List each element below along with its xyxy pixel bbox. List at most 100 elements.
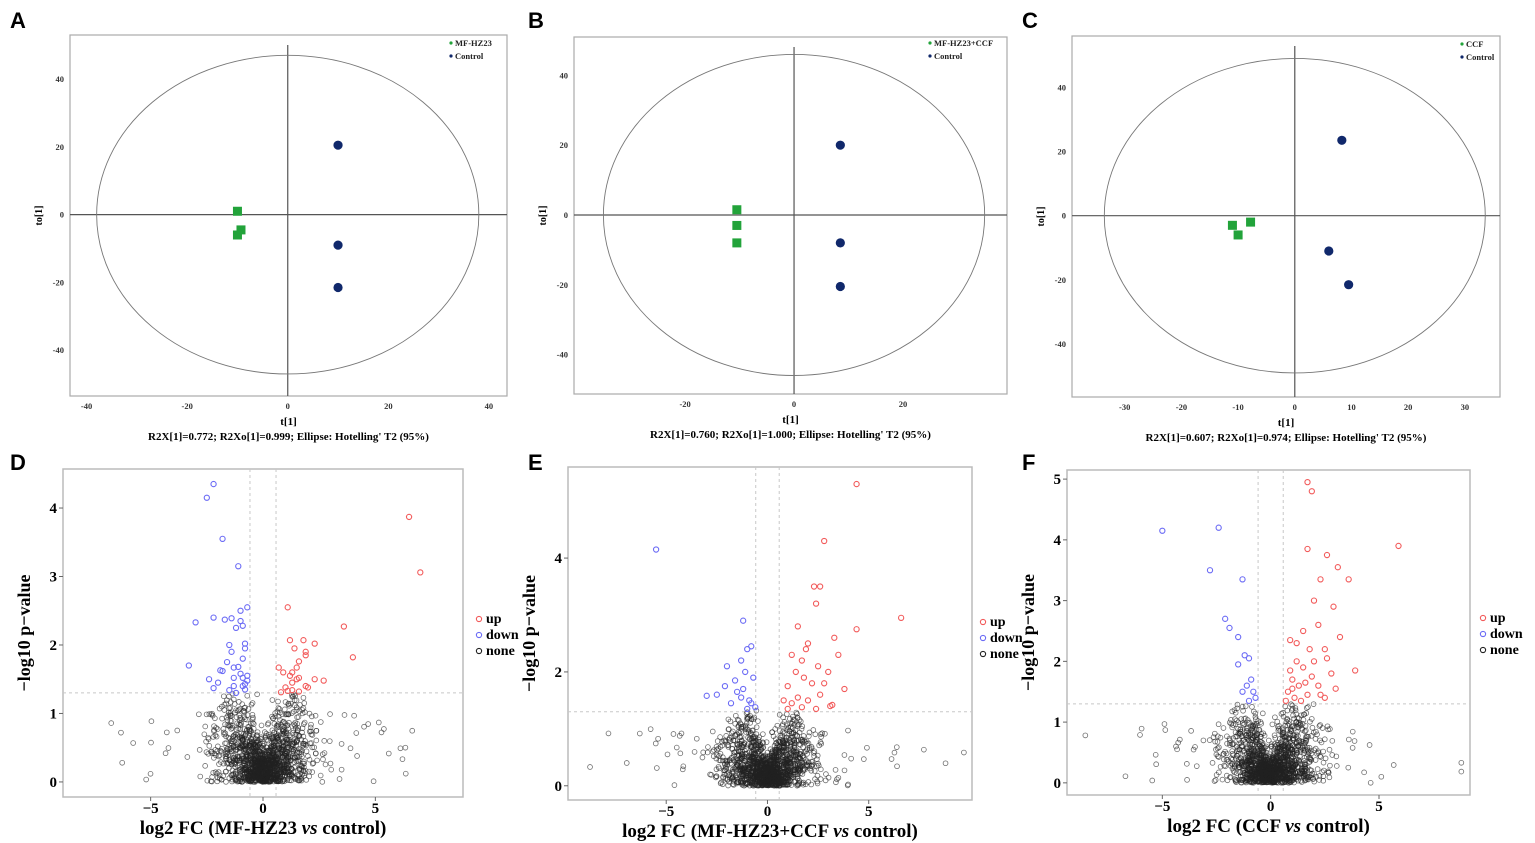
data-point-none — [247, 727, 253, 734]
data-point-none — [961, 749, 967, 756]
data-point-none — [709, 728, 716, 735]
data-point-none — [294, 721, 300, 727]
data-point-up — [1300, 627, 1307, 635]
data-point-none — [279, 711, 286, 718]
data-point-none — [734, 731, 740, 738]
data-point-up — [311, 676, 318, 683]
data-point-control — [1344, 280, 1354, 290]
data-point-none — [283, 757, 289, 764]
data-point-control — [835, 281, 845, 292]
data-point-none — [381, 726, 387, 732]
data-point-none — [1329, 738, 1336, 744]
data-point-down — [1206, 567, 1214, 574]
legend-label: MF-HZ23 — [455, 38, 492, 48]
data-point-none — [760, 767, 766, 774]
data-point-none — [780, 714, 786, 721]
data-point-down — [219, 667, 226, 675]
legend-marker — [1460, 42, 1464, 46]
data-point-none — [774, 779, 781, 786]
legend-marker-none — [475, 647, 483, 655]
data-point-none — [196, 711, 202, 718]
data-point-none — [713, 755, 720, 762]
data-point-up — [340, 623, 348, 630]
data-point-down — [1235, 633, 1242, 641]
data-point-up — [311, 640, 318, 647]
data-point-none — [749, 754, 755, 761]
data-point-none — [1326, 774, 1333, 781]
data-point-none — [1153, 761, 1159, 768]
x-axis-label: t[1] — [782, 414, 799, 426]
data-point-none — [227, 704, 234, 711]
legend-marker-up — [1479, 614, 1487, 622]
data-point-none — [764, 759, 770, 766]
data-point-none — [778, 751, 784, 758]
data-point-none — [313, 750, 319, 757]
data-point-up — [417, 569, 424, 576]
data-point-none — [245, 744, 251, 750]
data-point-control — [333, 282, 343, 293]
data-point-none — [704, 749, 711, 756]
data-point-none — [215, 743, 221, 750]
data-point-none — [733, 762, 740, 768]
data-point-none — [266, 733, 273, 740]
data-point-up — [280, 669, 287, 676]
data-point-none — [844, 782, 851, 789]
y-tick-label: 5 — [1054, 472, 1062, 488]
data-point-none — [271, 742, 278, 748]
data-point-none — [677, 750, 684, 757]
data-point-none — [238, 733, 245, 740]
x-axis-label-italic: vs — [302, 818, 318, 839]
data-point-control — [835, 140, 845, 150]
data-point-down — [1159, 527, 1166, 534]
data-point-none — [254, 691, 260, 698]
x-tick-label: 5 — [1375, 799, 1383, 815]
plot-frame — [1066, 469, 1471, 796]
data-point-none — [779, 748, 785, 755]
data-point-down — [721, 683, 729, 690]
data-point-none — [341, 712, 348, 718]
data-point-none — [1326, 746, 1333, 753]
data-point-none — [278, 767, 285, 773]
data-point-none — [1390, 762, 1397, 768]
data-point-up — [1282, 697, 1289, 704]
data-point-none — [244, 716, 250, 723]
data-point-up — [349, 654, 357, 661]
data-point-none — [823, 771, 829, 777]
data-point-none — [242, 764, 248, 771]
data-point-down — [230, 664, 237, 671]
data-point-none — [327, 711, 333, 717]
data-point-none — [755, 718, 761, 724]
legend-marker-none — [1479, 646, 1487, 654]
data-point-none — [754, 741, 761, 748]
data-point-none — [1458, 768, 1465, 775]
data-point-down — [1226, 624, 1233, 632]
data-point-none — [722, 761, 728, 768]
data-point-none — [805, 779, 812, 785]
data-point-none — [210, 769, 216, 776]
data-point-none — [283, 730, 290, 737]
data-point-none — [338, 766, 345, 773]
data-point-none — [313, 727, 320, 734]
data-point-up — [792, 668, 799, 676]
y-tick-label: 0 — [1054, 776, 1062, 792]
data-point-none — [196, 747, 203, 753]
data-point-none — [275, 705, 282, 711]
data-point-none — [748, 770, 754, 777]
y-tick-label: 3 — [1054, 594, 1062, 610]
data-point-none — [747, 720, 753, 726]
y-tick-label: 1 — [50, 706, 58, 722]
data-point-none — [784, 711, 790, 717]
data-point-none — [252, 750, 258, 756]
data-point-none — [790, 729, 797, 736]
data-point-none — [679, 766, 686, 773]
data-point-down — [239, 655, 246, 662]
hotelling-ellipse — [1103, 58, 1486, 374]
legend-label-down: down — [990, 631, 1023, 646]
data-point-none — [165, 745, 172, 751]
data-point-none — [1184, 777, 1190, 783]
data-point-none — [312, 712, 319, 719]
data-point-none — [217, 747, 224, 754]
data-point-none — [215, 753, 222, 760]
data-point-down — [214, 679, 222, 686]
data-point-none — [210, 734, 217, 740]
